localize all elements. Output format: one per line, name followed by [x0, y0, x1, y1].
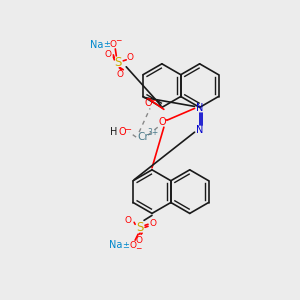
Text: S: S — [136, 221, 144, 234]
Text: 3+: 3+ — [147, 128, 159, 137]
Text: O: O — [110, 40, 117, 50]
Text: O: O — [136, 236, 142, 245]
Text: O: O — [125, 216, 132, 225]
Text: O: O — [130, 241, 137, 250]
Text: Cr: Cr — [137, 132, 149, 142]
Text: S: S — [115, 56, 122, 69]
Text: −: − — [163, 115, 170, 124]
Text: Na: Na — [90, 40, 103, 50]
Text: O: O — [105, 50, 112, 59]
Text: ±: ± — [103, 40, 110, 50]
Text: O: O — [117, 70, 124, 79]
Text: −: − — [135, 244, 141, 253]
Text: −: − — [149, 96, 157, 105]
Text: N: N — [196, 125, 203, 135]
Text: N: N — [196, 103, 203, 113]
Text: O: O — [149, 219, 157, 228]
Text: O: O — [158, 117, 166, 127]
Text: ±: ± — [122, 241, 129, 250]
Text: −: − — [124, 125, 131, 134]
Text: H: H — [110, 127, 117, 137]
Text: O: O — [127, 53, 134, 62]
Text: O: O — [118, 127, 126, 137]
Text: Na: Na — [109, 240, 122, 250]
Text: −: − — [115, 37, 122, 46]
Text: O: O — [144, 98, 152, 108]
